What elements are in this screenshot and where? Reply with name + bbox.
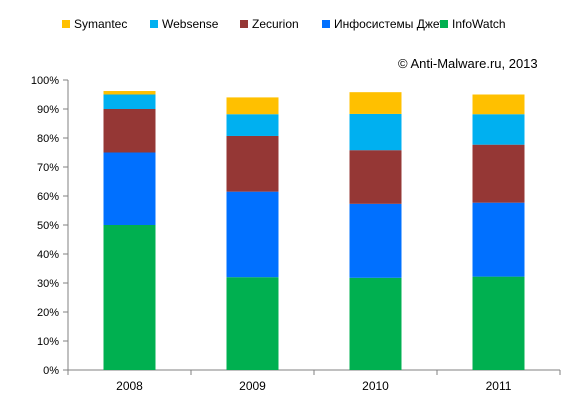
legend-swatch: [62, 20, 70, 28]
legend-swatch: [150, 20, 158, 28]
y-tick-label: 20%: [37, 307, 59, 319]
bar-segment: [103, 225, 156, 370]
y-tick-label: 40%: [37, 249, 59, 261]
y-tick-label: 50%: [37, 220, 59, 232]
bar-segment: [472, 202, 525, 277]
bars: [103, 91, 525, 370]
legend-label: Symantec: [74, 17, 127, 31]
bar-segment: [103, 109, 156, 153]
bar-segment: [472, 114, 525, 145]
bar-segment: [226, 114, 279, 136]
x-tick-label: 2011: [486, 379, 512, 393]
legend: Symantec Websense Zecurion Инфосистемы Джет…: [62, 17, 506, 31]
legend-label: Инфосистемы Джет: [334, 17, 445, 31]
x-tick-label: 2009: [239, 379, 266, 393]
legend-label: InfoWatch: [452, 17, 506, 31]
bar-segment: [472, 144, 525, 203]
bar-segment: [226, 191, 279, 278]
x-axis: 2008 2009 2010 2011: [67, 370, 561, 393]
y-tick-label: 100%: [31, 75, 59, 87]
legend-swatch: [440, 20, 448, 28]
bar-segment: [103, 94, 156, 109]
bar-segment: [349, 92, 402, 114]
bar-segment: [472, 94, 525, 115]
y-tick-label: 60%: [37, 191, 59, 203]
bar-segment: [472, 276, 525, 370]
y-tick-label: 70%: [37, 162, 59, 174]
bar-segment: [103, 91, 156, 95]
bar-segment: [226, 135, 279, 192]
bar-segment: [349, 150, 402, 204]
bar-segment: [226, 97, 279, 115]
bar-segment: [349, 113, 402, 151]
bar-segment: [103, 152, 156, 225]
x-tick-label: 2008: [116, 379, 143, 393]
bar-segment: [226, 277, 279, 370]
bar-segment: [349, 277, 402, 370]
legend-swatch: [322, 20, 330, 28]
y-tick-label: 80%: [37, 133, 59, 145]
y-tick-label: 0%: [43, 365, 59, 377]
legend-label: Zecurion: [252, 17, 299, 31]
bar-segment: [349, 203, 402, 278]
legend-swatch: [240, 20, 248, 28]
y-tick-label: 30%: [37, 278, 59, 290]
x-tick-label: 2010: [362, 379, 389, 393]
y-axis: 0% 10% 20% 30% 40% 50% 60% 70% 80% 90% 100%: [31, 75, 68, 377]
y-tick-label: 90%: [37, 104, 59, 116]
y-tick-label: 10%: [37, 336, 59, 348]
copyright-annotation: © Anti-Malware.ru, 2013: [398, 56, 538, 71]
legend-label: Websense: [162, 17, 219, 31]
